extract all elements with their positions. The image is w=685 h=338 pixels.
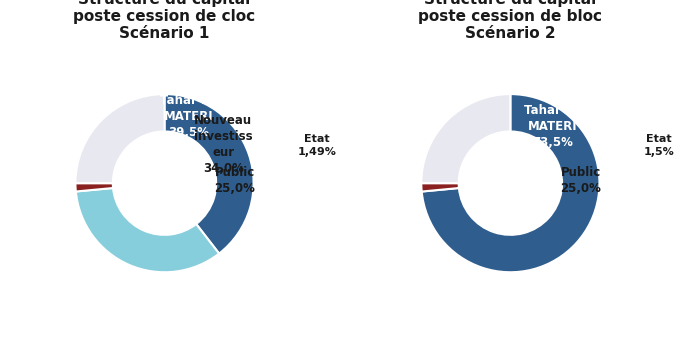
Wedge shape	[76, 188, 219, 272]
Text: Tahar EL
MATERI
73,5%: Tahar EL MATERI 73,5%	[524, 104, 581, 149]
Wedge shape	[75, 183, 113, 192]
Wedge shape	[421, 94, 510, 183]
Text: Etat
1,49%: Etat 1,49%	[297, 135, 336, 157]
Text: Tahar EL
MATERI
39,5%: Tahar EL MATERI 39,5%	[160, 94, 216, 140]
Title: Structure du capital
poste cession de cloc
Scénario 1: Structure du capital poste cession de cl…	[73, 0, 256, 42]
Title: Structure du capital
poste cession de bloc
Scénario 2: Structure du capital poste cession de bl…	[419, 0, 602, 42]
Text: Public
25,0%: Public 25,0%	[214, 166, 256, 195]
Text: Public
25,0%: Public 25,0%	[560, 166, 601, 195]
Wedge shape	[421, 183, 459, 192]
Text: Etat
1,5%: Etat 1,5%	[643, 135, 674, 157]
Wedge shape	[164, 94, 253, 254]
Wedge shape	[422, 94, 599, 272]
Text: Nouveau
investiss
eur
34,0%: Nouveau investiss eur 34,0%	[194, 114, 253, 175]
Wedge shape	[75, 94, 164, 183]
